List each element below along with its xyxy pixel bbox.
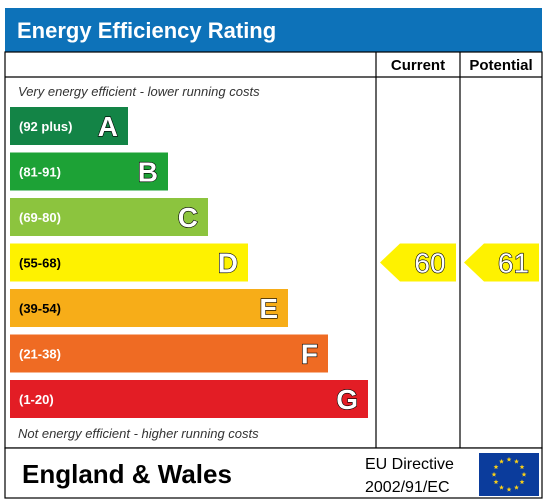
eu-star — [519, 479, 525, 485]
current-rating-arrow: 60 — [380, 243, 456, 282]
footer-frame — [4, 447, 543, 499]
band-range-label: (92 plus) — [19, 119, 72, 134]
band-letter-label: G — [336, 384, 358, 415]
eu-star — [499, 458, 504, 464]
rating-bands: (92 plus) A (81-91) B (69-80) C (55-68) D (39-54… — [10, 107, 368, 418]
eu-star — [506, 456, 512, 462]
eu-star — [491, 471, 497, 477]
directive-line-2: 2002/91/EC — [365, 479, 450, 496]
note-bottom: Not energy efficient - higher running co… — [18, 426, 259, 441]
rating-arrows: 60 61 — [380, 243, 539, 282]
potential-rating-arrow: 61 — [464, 243, 539, 282]
footer-country: England & Wales — [22, 459, 232, 489]
band-bar-b — [10, 152, 168, 191]
band-bar-g — [10, 380, 368, 418]
band-bar-a — [10, 107, 128, 145]
potential-rating-arrow-value: 61 — [498, 248, 529, 279]
chart-title: Energy Efficiency Rating — [17, 18, 276, 43]
current-rating-arrow-shape — [380, 243, 456, 282]
band-c: (69-80) C — [10, 198, 208, 236]
eu-star — [514, 458, 519, 464]
band-letter-label: D — [218, 248, 238, 279]
band-a: (92 plus) A — [10, 107, 128, 145]
eu-star — [521, 471, 527, 477]
note-top: Very energy efficient - lower running co… — [18, 84, 260, 99]
band-g: (1-20) G — [10, 380, 368, 418]
band-range-label: (69-80) — [19, 210, 61, 225]
eu-star — [514, 484, 519, 490]
band-range-label: (1-20) — [19, 392, 54, 407]
eu-star — [493, 479, 499, 485]
band-letter-label: A — [98, 111, 118, 142]
eu-star — [499, 484, 504, 490]
current-rating-arrow-value: 60 — [414, 248, 445, 279]
band-b: (81-91) B — [10, 152, 168, 191]
band-bar-e — [10, 289, 288, 327]
band-range-label: (39-54) — [19, 301, 61, 316]
eu-star — [519, 464, 525, 470]
header-bar — [5, 8, 542, 52]
band-bar-d — [10, 243, 248, 282]
band-e: (39-54) E — [10, 289, 288, 327]
band-letter-label: F — [301, 339, 318, 370]
band-letter-label: E — [259, 293, 278, 324]
potential-rating-arrow-shape — [464, 243, 539, 282]
eu-flag-icon — [479, 453, 539, 496]
column-header-potential: Potential — [469, 57, 532, 74]
directive-line-1: EU Directive — [365, 456, 454, 473]
band-bar-c — [10, 198, 208, 236]
column-header-current: Current — [391, 57, 445, 74]
eu-star — [506, 486, 512, 492]
band-letter-label: C — [178, 202, 198, 233]
band-range-label: (81-91) — [19, 165, 61, 180]
band-d: (55-68) D — [10, 243, 248, 282]
band-letter-label: B — [138, 157, 158, 188]
band-range-label: (55-68) — [19, 256, 61, 271]
eu-star — [493, 464, 499, 470]
band-f: (21-38) F — [10, 334, 328, 373]
band-bar-f — [10, 334, 328, 373]
band-range-label: (21-38) — [19, 347, 61, 362]
